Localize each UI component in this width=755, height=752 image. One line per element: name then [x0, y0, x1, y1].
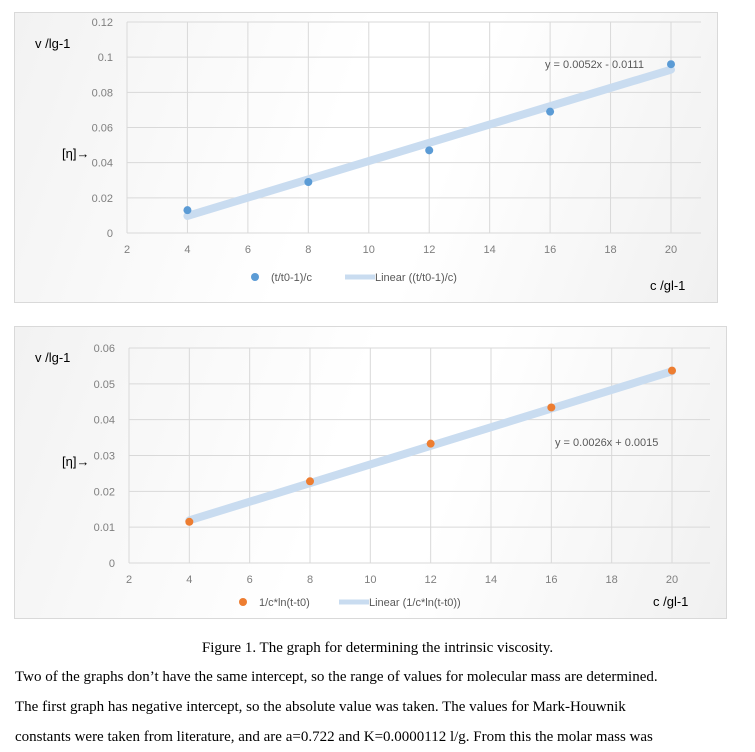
- y-tick-label: 0.1: [98, 52, 113, 64]
- paragraph-line: The first graph has negative intercept, …: [15, 699, 626, 715]
- legend-marker: [239, 598, 247, 606]
- x-axis-label: c /gl-1: [650, 278, 685, 293]
- x-tick-label: 4: [184, 244, 190, 256]
- x-tick-label: 14: [485, 574, 497, 586]
- y-tick-label: 0.01: [94, 522, 115, 534]
- data-point: [425, 146, 434, 155]
- y-tick-label: 0.02: [94, 486, 115, 498]
- x-axis-label: c /gl-1: [653, 594, 688, 609]
- chart-1-frame: [14, 12, 718, 303]
- x-tick-label: 20: [665, 244, 677, 256]
- y-tick-label: 0.04: [92, 158, 113, 170]
- legend-series-label: 1/c*ln(t-t0): [259, 597, 310, 609]
- intrinsic-viscosity-marker: [η]→: [62, 454, 89, 469]
- data-point: [183, 206, 192, 215]
- data-point: [667, 60, 675, 69]
- y-tick-label: 0.12: [92, 17, 113, 29]
- x-tick-label: 10: [363, 244, 375, 256]
- x-tick-label: 16: [544, 244, 556, 256]
- x-tick-label: 16: [545, 574, 557, 586]
- x-tick-label: 6: [245, 244, 251, 256]
- legend-trendline-label: Linear (1/c*ln(t-t0)): [369, 597, 461, 609]
- x-tick-label: 18: [606, 574, 618, 586]
- data-point: [306, 477, 314, 486]
- x-tick-label: 6: [247, 574, 253, 586]
- trendline: [183, 65, 675, 220]
- data-point: [547, 403, 556, 412]
- x-tick-label: 2: [126, 574, 132, 586]
- legend-series-label: (t/t0-1)/c: [271, 272, 312, 284]
- intrinsic-viscosity-marker: [η]→: [62, 146, 89, 161]
- y-tick-label: 0.06: [92, 123, 113, 135]
- figure-caption: Figure 1. The graph for determining the …: [201, 640, 554, 656]
- x-tick-label: 8: [307, 574, 313, 586]
- x-tick-label: 12: [423, 244, 435, 256]
- x-tick-label: 18: [604, 244, 616, 256]
- paragraph-line: Two of the graphs don’t have the same in…: [15, 669, 658, 685]
- legend-marker: [251, 273, 259, 281]
- x-tick-label: 14: [484, 244, 496, 256]
- body-paragraph: Two of the graphs don’t have the same in…: [15, 662, 735, 752]
- trendline-equation: y = 0.0026x + 0.0015: [555, 437, 658, 449]
- x-tick-label: 8: [305, 244, 311, 256]
- y-tick-label: 0: [107, 228, 113, 240]
- charts: 00.020.040.060.080.10.122 4 6 8 10 12 14 16 18 20…: [35, 17, 710, 609]
- y-tick-label: 0.02: [92, 193, 113, 205]
- x-tick-label: 20: [666, 574, 678, 586]
- data-point: [304, 178, 313, 187]
- y-tick-label: 0.08: [92, 87, 113, 99]
- data-point: [185, 517, 194, 526]
- y-axis-label: v /lg-1: [35, 350, 70, 365]
- legend-trendline-label: Linear ((t/t0-1)/c): [375, 272, 457, 284]
- x-tick-label: 10: [364, 574, 376, 586]
- x-tick-label: 2: [124, 244, 130, 256]
- y-tick-label: 0.03: [94, 451, 115, 463]
- data-point: [546, 107, 555, 116]
- y-tick-label: 0.05: [94, 379, 115, 391]
- x-tick-label: 12: [425, 574, 437, 586]
- trendline-equation: y = 0.0052x - 0.0111: [545, 59, 644, 71]
- data-point: [668, 366, 676, 375]
- y-tick-label: 0: [109, 558, 115, 570]
- y-tick-label: 0.04: [94, 415, 115, 427]
- x-tick-label: 4: [186, 574, 192, 586]
- data-point: [426, 439, 435, 448]
- y-tick-label: 0.06: [94, 343, 115, 355]
- paragraph-line: constants were taken from literature, an…: [15, 729, 653, 745]
- y-axis-label: v /lg-1: [35, 36, 70, 51]
